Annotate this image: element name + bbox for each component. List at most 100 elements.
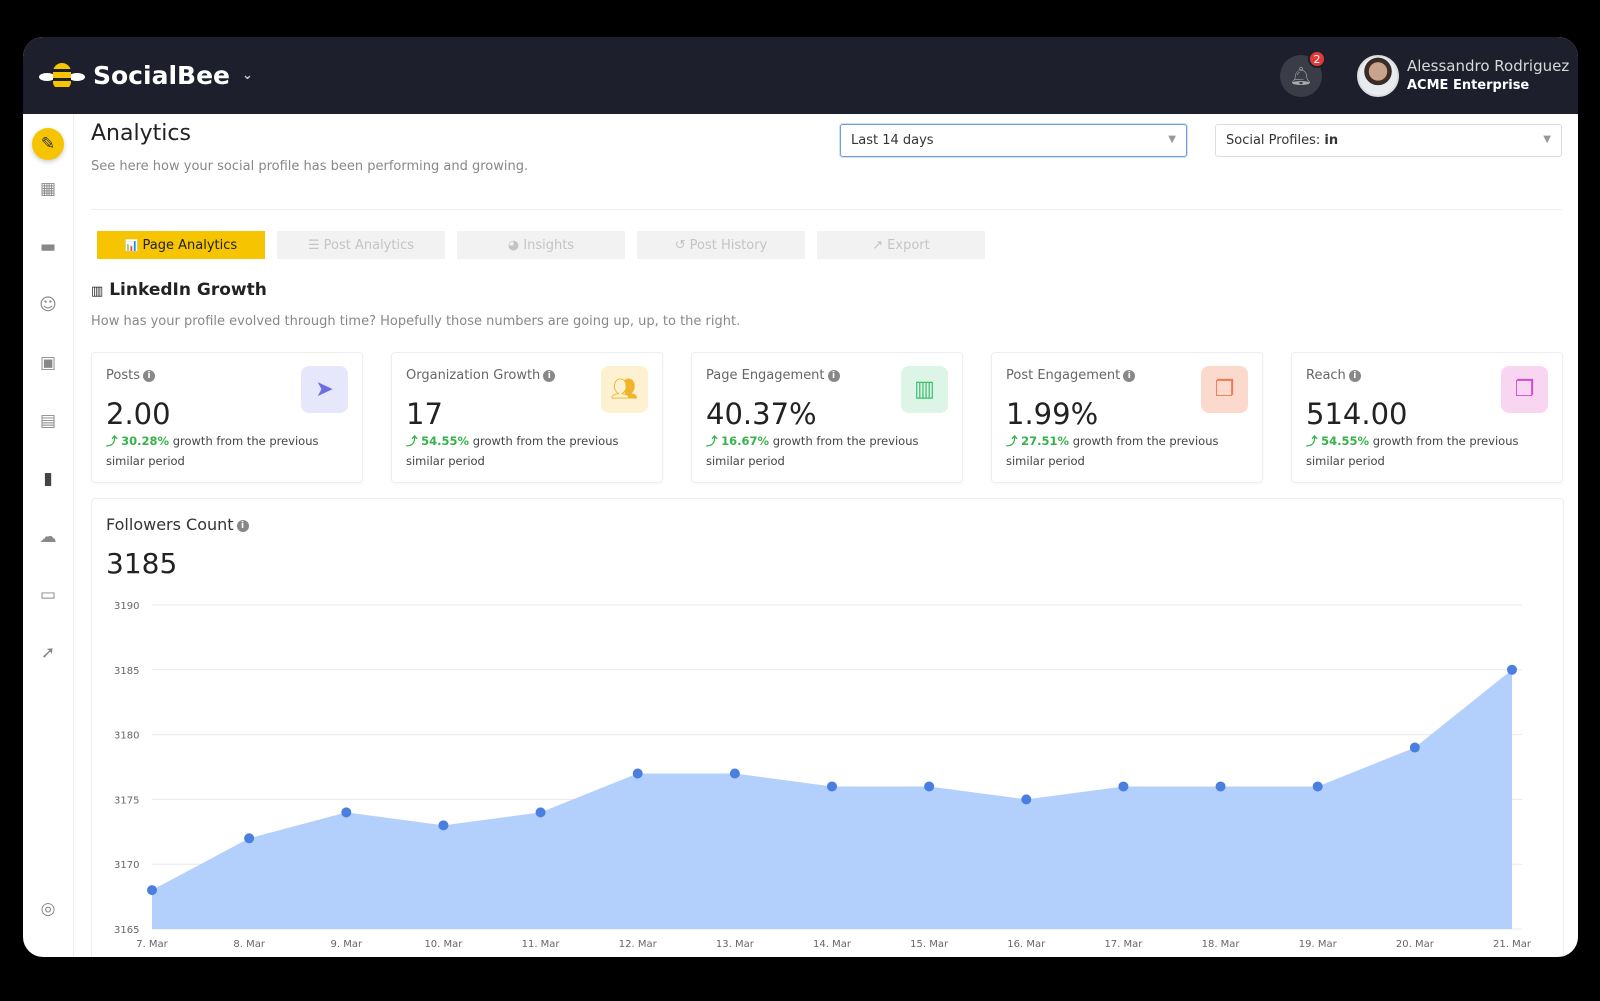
x-tick-label: 9. Mar — [330, 939, 362, 950]
x-tick-label: 11. Mar — [522, 939, 561, 950]
info-icon[interactable]: i — [236, 519, 249, 532]
top-bar: SocialBee ⌄ 🔔︎ 2 Alessandro Rodriguez AC… — [23, 37, 1578, 114]
metric-label: Reach i — [1306, 368, 1361, 383]
tab-post-history[interactable]: ↺ Post History — [637, 231, 805, 259]
date-range-select[interactable]: Last 14 days ▼ — [840, 124, 1187, 157]
profiles-value: in — [1324, 133, 1339, 148]
calendar-icon[interactable]: ▣ — [39, 353, 57, 373]
data-point[interactable] — [924, 781, 935, 792]
growth-percent: 54.55% — [1321, 434, 1370, 448]
followers-title: Followers Count i — [106, 515, 249, 534]
tab-export[interactable]: ↗ Export — [817, 231, 985, 259]
data-point[interactable] — [1507, 664, 1517, 675]
trend-up-icon: ⤴ — [106, 434, 118, 448]
x-tick-label: 16. Mar — [1007, 939, 1046, 950]
analytics-icon[interactable]: ▮ — [43, 469, 53, 489]
metric-label-text: Post Engagement — [1006, 368, 1121, 383]
metric-growth: ⤴ 27.51% growth from the previous simila… — [1006, 431, 1248, 471]
tab-label: Insights — [523, 237, 575, 253]
x-tick-label: 19. Mar — [1299, 939, 1338, 950]
chat-bubbles-icon: ❐ — [1501, 366, 1548, 413]
info-icon[interactable]: i — [543, 369, 556, 382]
y-tick-label: 3180 — [114, 731, 139, 742]
user-name[interactable]: Alessandro Rodriguez — [1407, 57, 1570, 75]
dashboard-icon[interactable]: ▦ — [39, 179, 57, 199]
paper-plane-icon: ➤ — [301, 366, 348, 413]
chat-icon[interactable]: ▭ — [39, 585, 57, 605]
data-point[interactable] — [1409, 742, 1420, 753]
rocket-icon[interactable]: ➚ — [40, 643, 56, 663]
growth-text: growth from the previous similar period — [1006, 434, 1219, 468]
tab-insights[interactable]: ◕ Insights — [457, 231, 625, 259]
robot-icon[interactable]: ☺ — [39, 295, 57, 315]
data-point[interactable] — [632, 768, 643, 779]
followers-title-text: Followers Count — [106, 515, 234, 534]
notification-badge: 2 — [1308, 50, 1326, 68]
folder-icon[interactable]: ▬ — [39, 237, 57, 257]
cloud-icon[interactable]: ☁ — [39, 527, 57, 547]
metric-value: 40.37% — [706, 397, 817, 431]
compose-icon[interactable]: ✎ — [32, 128, 64, 160]
caret-down-icon: ▼ — [1168, 134, 1176, 145]
info-icon[interactable]: i — [1123, 369, 1136, 382]
avatar[interactable] — [1357, 55, 1399, 97]
growth-text: growth from the previous similar period — [106, 434, 319, 468]
tab-page-analytics[interactable]: 📊 Page Analytics — [97, 231, 265, 259]
growth-text: growth from the previous similar period — [706, 434, 919, 468]
bar-chart-icon: ▥ — [901, 366, 948, 413]
growth-text: growth from the previous similar period — [1306, 434, 1519, 468]
chat-bubbles-icon: ❐ — [1201, 366, 1248, 413]
info-icon[interactable]: i — [827, 369, 840, 382]
y-tick-label: 3190 — [114, 601, 139, 612]
data-point[interactable] — [341, 807, 352, 818]
calendar-alt-icon[interactable]: ▤ — [39, 411, 57, 431]
bar-chart-icon: 📊 — [124, 238, 139, 252]
y-tick-label: 3175 — [114, 795, 139, 806]
trend-up-icon: ⤴ — [706, 434, 718, 448]
metric-label-text: Reach — [1306, 368, 1346, 383]
info-icon[interactable]: i — [142, 369, 155, 382]
growth-text: growth from the previous similar period — [406, 434, 619, 468]
tab-post-analytics[interactable]: ☰ Post Analytics — [277, 231, 445, 259]
export-icon: ↗ — [872, 237, 884, 253]
page-subtitle: See here how your social profile has bee… — [91, 159, 529, 174]
metric-card: Page Engagement i 40.37% ⤴ 16.67% growth … — [691, 352, 963, 483]
growth-percent: 30.28% — [121, 434, 170, 448]
metric-growth: ⤴ 30.28% growth from the previous simila… — [106, 431, 348, 471]
metric-growth: ⤴ 54.55% growth from the previous simila… — [406, 431, 648, 471]
social-profiles-select[interactable]: Social Profiles: in ▼ — [1215, 124, 1562, 157]
x-tick-label: 20. Mar — [1396, 939, 1435, 950]
data-point[interactable] — [147, 885, 157, 896]
tab-label: Export — [887, 237, 930, 253]
section-subtitle: How has your profile evolved through tim… — [91, 314, 741, 329]
data-point[interactable] — [827, 781, 837, 792]
chevron-down-icon[interactable]: ⌄ — [241, 68, 253, 83]
help-icon[interactable]: ◎ — [40, 899, 56, 919]
x-tick-label: 8. Mar — [233, 939, 265, 950]
list-icon: ☰ — [307, 237, 320, 253]
data-point[interactable] — [438, 820, 449, 831]
data-point[interactable] — [1118, 781, 1129, 792]
metric-value: 514.00 — [1306, 397, 1408, 431]
data-point[interactable] — [535, 807, 546, 818]
x-tick-label: 21. Mar — [1493, 939, 1532, 950]
data-point[interactable] — [244, 833, 255, 844]
data-point[interactable] — [1312, 781, 1323, 792]
brand-logo[interactable]: SocialBee ⌄ — [39, 59, 253, 93]
date-range-value: Last 14 days — [851, 133, 934, 148]
metric-card: Posts i 2.00 ⤴ 30.28% growth from the pre… — [91, 352, 363, 483]
bee-logo-icon — [39, 59, 85, 93]
data-point[interactable] — [729, 768, 740, 779]
area-fill — [152, 669, 1512, 929]
info-icon[interactable]: i — [1348, 369, 1361, 382]
metric-card: Reach i 514.00 ⤴ 54.55% growth from the p… — [1291, 352, 1563, 483]
metric-label-text: Page Engagement — [706, 368, 825, 383]
users-icon: 👥︎ — [601, 366, 648, 413]
section-title-text: LinkedIn Growth — [109, 280, 267, 300]
metric-card: Organization Growth i 17 ⤴ 54.55% growth … — [391, 352, 663, 483]
brand-name: SocialBee — [93, 61, 230, 90]
metric-label-text: Posts — [106, 368, 140, 383]
data-point[interactable] — [1021, 794, 1032, 805]
data-point[interactable] — [1215, 781, 1226, 792]
trend-up-icon: ⤴ — [406, 434, 418, 448]
